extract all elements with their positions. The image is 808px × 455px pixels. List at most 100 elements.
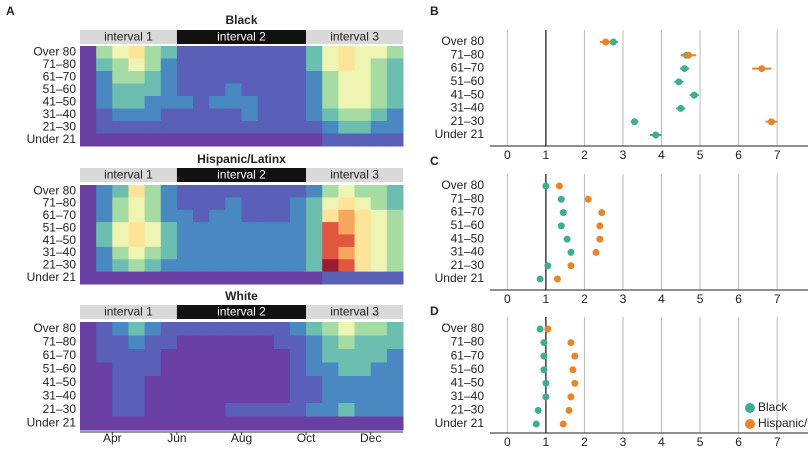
interval-label: interval 1 xyxy=(104,305,153,319)
heat-cell xyxy=(241,389,259,404)
heat-cell xyxy=(193,403,210,417)
heat-cell xyxy=(160,246,178,260)
legend-label: Hispanic/Latinx xyxy=(758,416,808,430)
x-tick-label: 7 xyxy=(774,435,781,449)
heat-cell xyxy=(160,197,178,211)
heat-cell xyxy=(128,71,146,84)
heat-cell xyxy=(370,246,388,260)
heat-cell xyxy=(257,222,275,235)
interval-label: interval 3 xyxy=(330,168,379,182)
heat-cell xyxy=(160,349,178,363)
heat-cell xyxy=(80,322,97,336)
heat-cell xyxy=(338,222,356,235)
heat-cell xyxy=(96,335,113,350)
heat-cell xyxy=(112,349,129,363)
heat-cell xyxy=(370,46,388,59)
interval-strip xyxy=(80,168,177,182)
heat-cell xyxy=(289,209,307,223)
heat-cell xyxy=(306,246,323,260)
heat-cell xyxy=(96,362,113,377)
row-label: 21–30 xyxy=(451,258,485,272)
heat-cell xyxy=(144,58,162,72)
heat-cell xyxy=(273,362,291,377)
heat-cell xyxy=(96,197,113,211)
heat-cell xyxy=(354,83,372,97)
heat-cell xyxy=(80,58,97,72)
heat-cell xyxy=(176,349,194,363)
x-tick-label: 4 xyxy=(658,435,665,449)
heat-cell xyxy=(386,234,404,248)
heat-cell xyxy=(128,108,146,122)
heat-cell xyxy=(144,246,162,260)
heat-cell xyxy=(241,416,259,431)
heat-cell xyxy=(289,108,307,122)
heat-cell xyxy=(289,271,307,285)
heat-cell xyxy=(338,416,356,431)
heat-cell xyxy=(128,58,146,72)
heat-cell xyxy=(144,335,162,350)
heat-cell xyxy=(144,349,162,363)
heat-cell xyxy=(289,349,307,363)
heat-cell xyxy=(386,246,404,260)
panel-letter: D xyxy=(430,304,439,318)
heat-cell xyxy=(144,362,162,377)
row-label: 21–30 xyxy=(43,402,77,416)
interval-label: interval 1 xyxy=(104,168,153,182)
heat-cell xyxy=(370,71,388,84)
heat-cell xyxy=(144,197,162,211)
heat-cell xyxy=(370,335,388,350)
heat-cell xyxy=(144,185,162,198)
heat-cell xyxy=(354,246,372,260)
heat-cell xyxy=(96,185,113,198)
dot xyxy=(767,118,775,126)
heat-cell xyxy=(128,197,146,211)
heat-cell xyxy=(386,259,404,273)
heat-cell xyxy=(193,209,210,223)
heat-cell xyxy=(80,46,97,59)
heat-cell xyxy=(128,403,146,417)
x-tick-label: 4 xyxy=(658,148,665,162)
heat-cell xyxy=(209,376,226,390)
heat-cell xyxy=(80,133,97,147)
heat-cell xyxy=(144,376,162,390)
heat-cell xyxy=(289,362,307,377)
x-tick-label: 5 xyxy=(697,148,704,162)
heat-cell xyxy=(322,246,339,260)
heat-cell xyxy=(273,58,291,72)
heat-cell xyxy=(176,234,194,248)
heat-cell xyxy=(257,246,275,260)
heat-cell xyxy=(176,71,194,84)
dot xyxy=(592,248,600,256)
heat-cell xyxy=(160,58,178,72)
heat-cell xyxy=(273,185,291,198)
row-label: 41–50 xyxy=(451,375,485,389)
heat-cell xyxy=(160,271,178,285)
heat-cell xyxy=(306,71,323,84)
heat-cell xyxy=(193,271,210,285)
x-tick-label: 1 xyxy=(543,148,550,162)
heat-cell xyxy=(80,108,97,122)
heat-cell xyxy=(176,222,194,235)
heat-cell xyxy=(289,133,307,147)
row-label: 51–60 xyxy=(451,74,485,88)
heat-cell xyxy=(225,234,242,248)
x-tick-label: 7 xyxy=(774,292,781,306)
heat-cell xyxy=(289,121,307,134)
heat-cell xyxy=(225,322,242,336)
heat-cell xyxy=(96,416,113,431)
heat-cell xyxy=(160,133,178,147)
panel-title: Black xyxy=(225,13,257,27)
heat-cell xyxy=(338,46,356,59)
heat-cell xyxy=(160,121,178,134)
x-tick-label: 2 xyxy=(581,148,588,162)
heat-cell xyxy=(354,271,372,285)
heat-cell xyxy=(209,108,226,122)
heat-cell xyxy=(80,83,97,97)
panel-title: White xyxy=(225,289,258,303)
heat-cell xyxy=(322,133,339,147)
heat-cell xyxy=(193,133,210,147)
dot xyxy=(540,339,548,347)
heat-cell xyxy=(354,222,372,235)
heat-cell xyxy=(257,376,275,390)
heat-cell xyxy=(289,376,307,390)
